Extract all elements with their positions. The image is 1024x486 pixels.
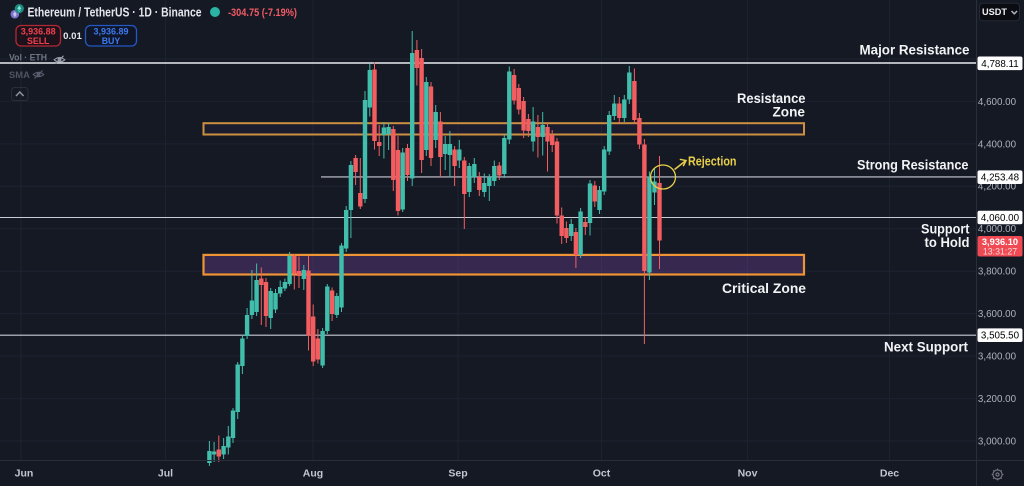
svg-text:Strong Resistance: Strong Resistance xyxy=(857,158,969,173)
svg-text:Ethereum / TetherUS · 1D · Bin: Ethereum / TetherUS · 1D · Binance xyxy=(28,5,202,20)
svg-text:Dec: Dec xyxy=(880,468,899,480)
svg-text:Support: Support xyxy=(921,222,970,237)
svg-text:Nov: Nov xyxy=(738,468,758,480)
svg-text:-304.75 (-7.19%): -304.75 (-7.19%) xyxy=(228,7,297,19)
svg-text:3,936.10: 3,936.10 xyxy=(982,237,1018,247)
svg-text:Rejection: Rejection xyxy=(688,155,737,169)
svg-text:4,253.48: 4,253.48 xyxy=(981,173,1020,184)
svg-text:3,800.00: 3,800.00 xyxy=(978,267,1017,278)
svg-text:3,200.00: 3,200.00 xyxy=(978,394,1017,405)
svg-text:4,600.00: 4,600.00 xyxy=(978,97,1017,108)
svg-text:USDT: USDT xyxy=(982,7,1007,17)
svg-text:Aug: Aug xyxy=(303,468,323,480)
svg-text:0.01: 0.01 xyxy=(63,31,82,42)
svg-text:Vol · ETH: Vol · ETH xyxy=(9,52,47,63)
svg-text:Zone: Zone xyxy=(773,105,806,120)
svg-text:3,000.00: 3,000.00 xyxy=(978,436,1017,447)
svg-text:Oct: Oct xyxy=(593,468,611,480)
svg-text:4,000.00: 4,000.00 xyxy=(978,224,1017,235)
svg-text:3,505.50: 3,505.50 xyxy=(981,331,1020,342)
svg-text:4,400.00: 4,400.00 xyxy=(978,139,1017,150)
svg-text:4,200.00: 4,200.00 xyxy=(978,182,1017,193)
svg-text:Jul: Jul xyxy=(158,468,173,480)
svg-text:Sep: Sep xyxy=(448,468,467,480)
svg-text:3,400.00: 3,400.00 xyxy=(978,352,1017,363)
svg-text:Next Support: Next Support xyxy=(884,340,968,355)
svg-text:Major Resistance: Major Resistance xyxy=(860,43,970,58)
svg-text:BUY: BUY xyxy=(102,36,121,46)
svg-text:Resistance: Resistance xyxy=(737,91,806,106)
svg-text:3,936.89: 3,936.89 xyxy=(94,27,129,38)
svg-text:3,936.88: 3,936.88 xyxy=(21,27,57,38)
svg-text:Critical Zone: Critical Zone xyxy=(722,281,807,296)
svg-text:13:31:27: 13:31:27 xyxy=(983,247,1017,257)
svg-text:Jun: Jun xyxy=(15,468,34,480)
svg-text:4,060.00: 4,060.00 xyxy=(981,213,1020,224)
svg-text:3,600.00: 3,600.00 xyxy=(978,309,1017,320)
svg-text:to Hold: to Hold xyxy=(925,235,970,250)
svg-text:SELL: SELL xyxy=(27,36,50,46)
svg-text:4,788.11: 4,788.11 xyxy=(981,59,1018,70)
svg-text:SMA: SMA xyxy=(9,69,30,80)
